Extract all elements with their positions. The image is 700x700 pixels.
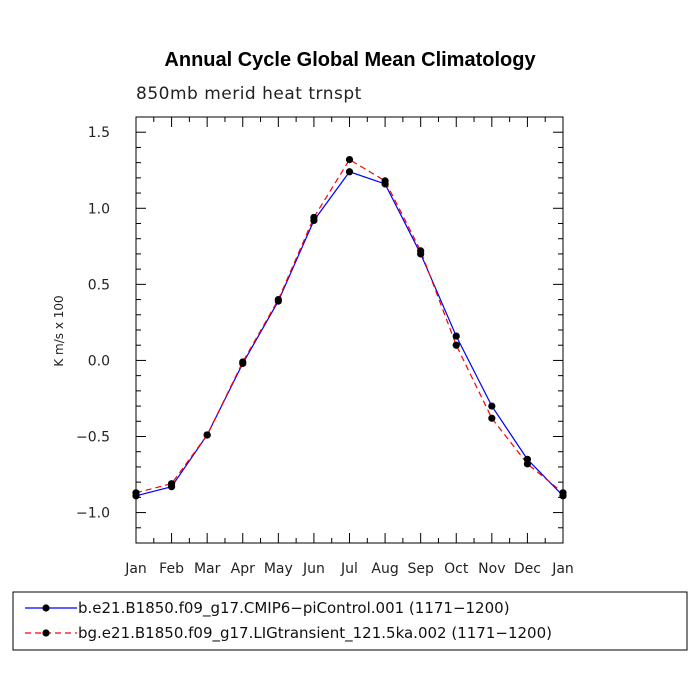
x-tick-label: Nov (478, 561, 505, 577)
y-tick-label: −1.0 (76, 506, 110, 522)
legend-label-1: b.e21.B1850.f09_g17.CMIP6−piControl.001 … (78, 599, 510, 618)
x-tick-label: Jul (340, 561, 358, 577)
series-2-point (167, 480, 176, 488)
x-tick-label: Jan (551, 561, 574, 577)
y-axis-label: K m/s x 100 (52, 295, 66, 366)
series-markers (132, 156, 567, 500)
tick-labels: Jan Feb Mar Apr May Jun Jul Aug Sep Oct Nov Dec Jan −… (76, 125, 574, 577)
x-tick-label: Mar (194, 561, 221, 577)
series-line-2 (135, 158, 564, 494)
series-2-point (523, 460, 532, 468)
series-2-point (345, 156, 354, 164)
legend-label-2: bg.e21.B1850.f09_g17.LIGtransient_121.5k… (78, 624, 552, 643)
y-tick-label: 0.5 (88, 277, 110, 293)
series-2-point (274, 295, 282, 304)
chart-subtitle: 850mb merid heat trnspt (136, 84, 362, 104)
legend-marker-1 (42, 604, 50, 612)
plot-frame (135, 116, 564, 544)
series-2-point (132, 489, 140, 497)
x-tick-label: Jan (124, 561, 147, 577)
series-line-1 (135, 171, 564, 497)
series-lines (135, 158, 564, 497)
x-tick-label: Aug (371, 561, 398, 577)
x-tick-label: Apr (231, 561, 255, 577)
x-tick-label: May (264, 561, 293, 577)
legend: b.e21.B1850.f09_g17.CMIP6−piControl.001 … (12, 591, 688, 651)
series-1-point (345, 168, 354, 176)
x-tick-label: Jun (302, 561, 325, 577)
series-2-point (488, 414, 496, 422)
legend-box (12, 591, 688, 651)
y-tick-label: 1.0 (88, 201, 110, 217)
series-2-point (452, 341, 460, 349)
axis-ticks (135, 116, 564, 544)
series-2-point (310, 213, 318, 222)
y-tick-label: −0.5 (76, 430, 110, 446)
legend-marker-2 (42, 629, 50, 637)
series-2-point (381, 177, 389, 185)
series-2-point (239, 358, 247, 366)
x-tick-label: Oct (444, 561, 469, 577)
series-1-point (452, 332, 460, 340)
series-2-point (203, 431, 211, 439)
series-2-point (559, 489, 567, 497)
chart-title: Annual Cycle Global Mean Climatology (164, 49, 536, 71)
y-tick-label: 1.5 (88, 125, 110, 141)
x-tick-label: Feb (159, 561, 184, 577)
y-tick-label: 0.0 (88, 353, 110, 369)
series-2-point (417, 247, 425, 255)
series-1-point (488, 402, 496, 410)
x-tick-label: Dec (514, 561, 541, 577)
x-tick-label: Sep (407, 561, 434, 577)
